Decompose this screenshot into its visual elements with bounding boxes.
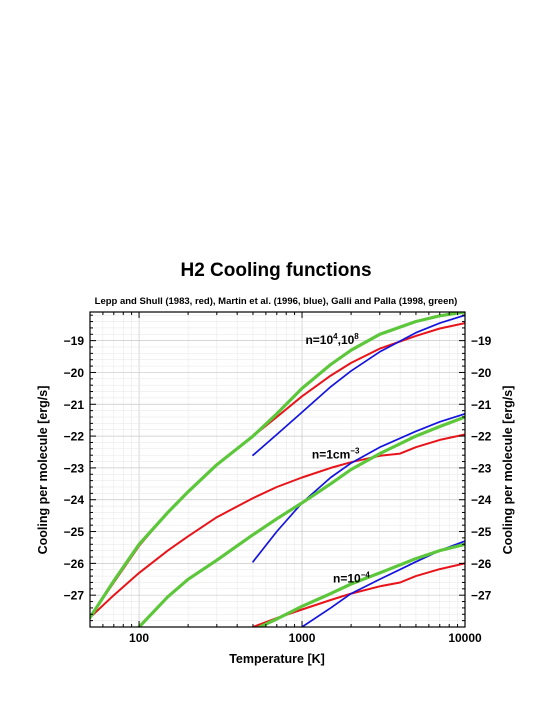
annotation-label: n=104,108 xyxy=(305,332,359,347)
annotation-label: n=10−4 xyxy=(333,570,370,585)
y-tick-label-right: −27 xyxy=(471,589,492,603)
x-axis-label: Temperature [K] xyxy=(229,652,325,666)
y-tick-label-right: −19 xyxy=(471,334,492,348)
y-tick-label-left: −26 xyxy=(64,557,85,571)
y-tick-label-left: −21 xyxy=(64,398,85,412)
y-tick-label-right: −23 xyxy=(471,461,492,475)
y-tick-label-right: −20 xyxy=(471,366,492,380)
y-tick-label-right: −22 xyxy=(471,430,492,444)
y-tick-label-left: −19 xyxy=(64,334,85,348)
series-line-green-6 xyxy=(90,312,465,620)
series-line-red-0 xyxy=(90,322,465,619)
y-axis-label-left: Cooling per molecule [erg/s] xyxy=(36,386,50,555)
y-tick-label-left: −25 xyxy=(64,525,85,539)
annotations-group: n=104,108 n=1cm−3 n=10−4 xyxy=(305,332,370,586)
series-line-blue-4 xyxy=(252,412,465,563)
plot-frame xyxy=(89,311,466,628)
y-tick-label-right: −25 xyxy=(471,525,492,539)
ticks-group: 100 1000 10000 −27 −27 −26 −26 −25 −25 −24 −24 −23 −… xyxy=(64,312,492,645)
series-line-green-7 xyxy=(137,415,465,627)
y-tick-label-right: −21 xyxy=(471,398,492,412)
y-tick-label-right: −26 xyxy=(471,557,492,571)
series-group xyxy=(90,312,465,627)
y-axis-label-right: Cooling per molecule [erg/s] xyxy=(501,386,515,555)
series-line-red-1 xyxy=(90,433,465,619)
x-tick-label: 10000 xyxy=(448,631,482,645)
x-tick-label: 100 xyxy=(129,631,149,645)
y-tick-label-left: −23 xyxy=(64,461,85,475)
series-line-blue-3 xyxy=(252,314,465,457)
y-tick-label-right: −24 xyxy=(471,493,492,507)
chart-subtitle: Lepp and Shull (1983, red), Martin et al… xyxy=(95,296,458,307)
x-tick-label: 1000 xyxy=(289,631,316,645)
annotation-label: n=1cm−3 xyxy=(312,446,360,461)
y-tick-label-left: −27 xyxy=(64,589,85,603)
series-line-green-8 xyxy=(256,542,465,627)
y-tick-label-left: −20 xyxy=(64,366,85,380)
y-tick-label-left: −24 xyxy=(64,493,85,507)
y-tick-label-left: −22 xyxy=(64,430,85,444)
chart-title: H2 Cooling functions xyxy=(180,260,371,281)
